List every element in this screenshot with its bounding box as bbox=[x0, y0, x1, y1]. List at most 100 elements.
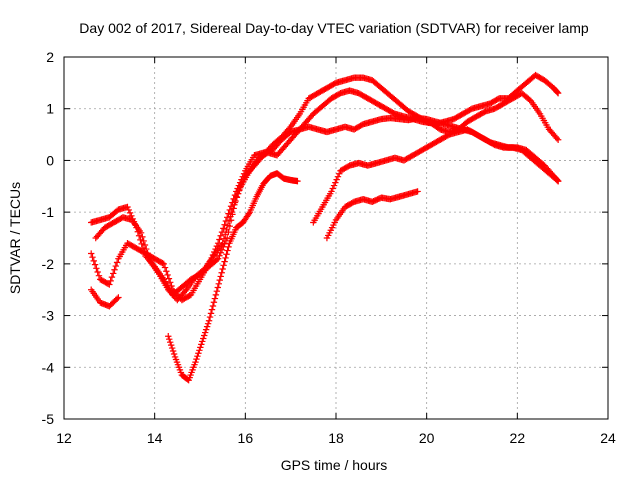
interpolated-point bbox=[218, 269, 225, 276]
interpolated-point bbox=[215, 280, 222, 288]
data-point bbox=[124, 203, 131, 211]
interpolated-point bbox=[217, 232, 224, 239]
interpolated-point bbox=[161, 264, 169, 271]
interpolated-point bbox=[553, 176, 561, 184]
data-point bbox=[328, 188, 335, 195]
interpolated-point bbox=[110, 270, 117, 277]
interpolated-point bbox=[93, 265, 100, 272]
interpolated-point bbox=[220, 235, 228, 242]
x-tick-label: 20 bbox=[419, 430, 435, 446]
x-tick-label: 24 bbox=[600, 430, 616, 446]
interpolated-point bbox=[95, 272, 103, 279]
interpolated-point bbox=[91, 261, 99, 268]
interpolated-point bbox=[332, 179, 339, 186]
x-tick-label: 18 bbox=[328, 430, 344, 446]
data-point bbox=[205, 317, 213, 324]
interpolated-point bbox=[222, 231, 229, 238]
interpolated-point bbox=[168, 282, 175, 290]
interpolated-point bbox=[236, 179, 244, 186]
data-point bbox=[137, 229, 145, 237]
grid-lines bbox=[64, 57, 608, 419]
interpolated-point bbox=[221, 258, 228, 265]
data-point bbox=[224, 214, 231, 221]
data-point bbox=[115, 294, 122, 301]
interpolated-point bbox=[94, 268, 101, 276]
series-pass-4 bbox=[88, 286, 122, 310]
interpolated-point bbox=[209, 302, 217, 310]
interpolated-point bbox=[201, 329, 209, 336]
interpolated-point bbox=[231, 191, 239, 199]
interpolated-point bbox=[159, 259, 166, 267]
interpolated-point bbox=[194, 353, 201, 360]
interpolated-point bbox=[211, 248, 218, 256]
interpolated-point bbox=[336, 170, 343, 177]
data-point bbox=[205, 260, 213, 268]
interpolated-point bbox=[225, 210, 232, 217]
interpolated-point bbox=[139, 233, 146, 241]
data-point bbox=[554, 177, 562, 185]
interpolated-point bbox=[220, 225, 227, 232]
plot-frame bbox=[63, 56, 609, 420]
interpolated-point bbox=[222, 217, 230, 225]
data-point bbox=[554, 136, 562, 143]
y-tick-label: -2 bbox=[42, 256, 55, 272]
interpolated-point bbox=[203, 323, 211, 330]
y-tick-label: -1 bbox=[42, 204, 55, 220]
interpolated-point bbox=[211, 295, 219, 302]
interpolated-point bbox=[168, 344, 176, 352]
interpolated-point bbox=[213, 287, 221, 295]
interpolated-point bbox=[111, 266, 118, 273]
x-tick-label: 14 bbox=[147, 430, 163, 446]
y-tick-label: -5 bbox=[42, 411, 55, 427]
interpolated-point bbox=[140, 237, 147, 245]
interpolated-point bbox=[216, 276, 223, 284]
interpolated-point bbox=[227, 203, 235, 210]
interpolated-point bbox=[221, 221, 228, 228]
interpolated-point bbox=[195, 350, 202, 357]
interpolated-point bbox=[240, 170, 248, 177]
series-pass-3 bbox=[88, 114, 562, 304]
interpolated-point bbox=[198, 341, 205, 348]
interpolated-point bbox=[200, 335, 207, 342]
data-point bbox=[554, 90, 562, 97]
interpolated-point bbox=[202, 326, 210, 333]
interpolated-point bbox=[213, 256, 221, 263]
interpolated-point bbox=[167, 338, 174, 346]
interpolated-point bbox=[245, 210, 253, 217]
interpolated-point bbox=[239, 173, 246, 180]
interpolated-point bbox=[126, 209, 134, 217]
interpolated-point bbox=[223, 226, 230, 234]
interpolated-point bbox=[113, 295, 121, 302]
interpolated-point bbox=[163, 268, 170, 275]
y-tick-label: 0 bbox=[46, 152, 54, 168]
interpolated-point bbox=[223, 251, 230, 258]
interpolated-point bbox=[216, 252, 223, 259]
interpolated-point bbox=[181, 287, 189, 295]
interpolated-point bbox=[208, 254, 215, 262]
y-tick-label: -4 bbox=[42, 359, 55, 375]
interpolated-point bbox=[167, 279, 174, 286]
interpolated-point bbox=[143, 245, 150, 253]
interpolated-point bbox=[90, 257, 97, 265]
interpolated-point bbox=[238, 176, 245, 183]
interpolated-point bbox=[234, 185, 241, 192]
interpolated-point bbox=[141, 241, 149, 249]
data-point bbox=[414, 188, 421, 195]
interpolated-point bbox=[208, 306, 216, 313]
data-point bbox=[192, 358, 199, 366]
interpolated-point bbox=[224, 247, 231, 254]
data-point bbox=[214, 239, 222, 247]
interpolated-point bbox=[212, 245, 219, 253]
interpolated-point bbox=[166, 336, 173, 343]
interpolated-point bbox=[214, 284, 222, 291]
y-axis-label: SDTVAR / TECUs bbox=[7, 182, 23, 294]
interpolated-point bbox=[207, 257, 214, 265]
data-markers bbox=[88, 71, 562, 384]
interpolated-point bbox=[125, 206, 132, 214]
interpolated-point bbox=[235, 182, 243, 189]
interpolated-point bbox=[197, 344, 204, 351]
interpolated-point bbox=[112, 262, 120, 270]
interpolated-point bbox=[220, 262, 227, 269]
series-pass-7 bbox=[323, 188, 421, 242]
